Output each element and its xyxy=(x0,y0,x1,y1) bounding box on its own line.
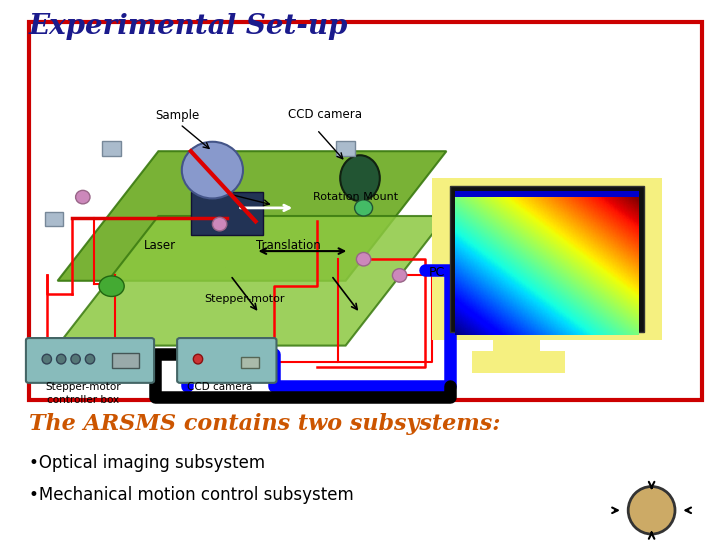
Bar xyxy=(472,351,565,373)
Ellipse shape xyxy=(355,200,373,216)
Text: Sample: Sample xyxy=(155,109,199,122)
Text: •Mechanical motion control subsystem: •Mechanical motion control subsystem xyxy=(29,486,354,504)
Polygon shape xyxy=(58,151,446,281)
Bar xyxy=(336,141,355,156)
Ellipse shape xyxy=(71,354,81,364)
Bar xyxy=(241,357,259,368)
Text: Laser: Laser xyxy=(144,239,176,252)
Text: CCD camera
controller box: CCD camera controller box xyxy=(184,382,256,404)
Ellipse shape xyxy=(76,191,90,204)
Ellipse shape xyxy=(392,268,407,282)
FancyBboxPatch shape xyxy=(177,338,276,383)
Bar xyxy=(112,353,139,368)
Text: PC: PC xyxy=(428,266,445,279)
Bar xyxy=(450,186,644,332)
Ellipse shape xyxy=(42,354,52,364)
Bar xyxy=(102,141,121,156)
Text: The ARSMS contains two subsystems:: The ARSMS contains two subsystems: xyxy=(29,413,500,435)
Bar xyxy=(432,178,662,340)
Bar xyxy=(191,192,263,235)
Ellipse shape xyxy=(193,354,203,364)
Text: Stepper-motor: Stepper-motor xyxy=(204,294,285,305)
Ellipse shape xyxy=(99,276,124,296)
Text: Stepper-motor
controller box: Stepper-motor controller box xyxy=(45,382,121,404)
Ellipse shape xyxy=(85,354,95,364)
Text: •Optical imaging subsystem: •Optical imaging subsystem xyxy=(29,454,265,471)
Bar xyxy=(455,191,639,328)
Bar xyxy=(493,319,540,362)
Text: Experimental Set-up: Experimental Set-up xyxy=(29,14,348,40)
Ellipse shape xyxy=(356,252,371,266)
Ellipse shape xyxy=(628,487,675,534)
Text: Translation: Translation xyxy=(256,239,320,252)
Bar xyxy=(29,22,702,400)
Ellipse shape xyxy=(340,156,380,201)
Polygon shape xyxy=(58,216,446,346)
FancyBboxPatch shape xyxy=(26,338,154,383)
Ellipse shape xyxy=(181,141,243,199)
Ellipse shape xyxy=(57,354,66,364)
Bar xyxy=(45,212,63,226)
Ellipse shape xyxy=(212,217,227,231)
Text: Rotation Mount: Rotation Mount xyxy=(313,192,398,202)
Text: CCD camera: CCD camera xyxy=(288,109,362,122)
